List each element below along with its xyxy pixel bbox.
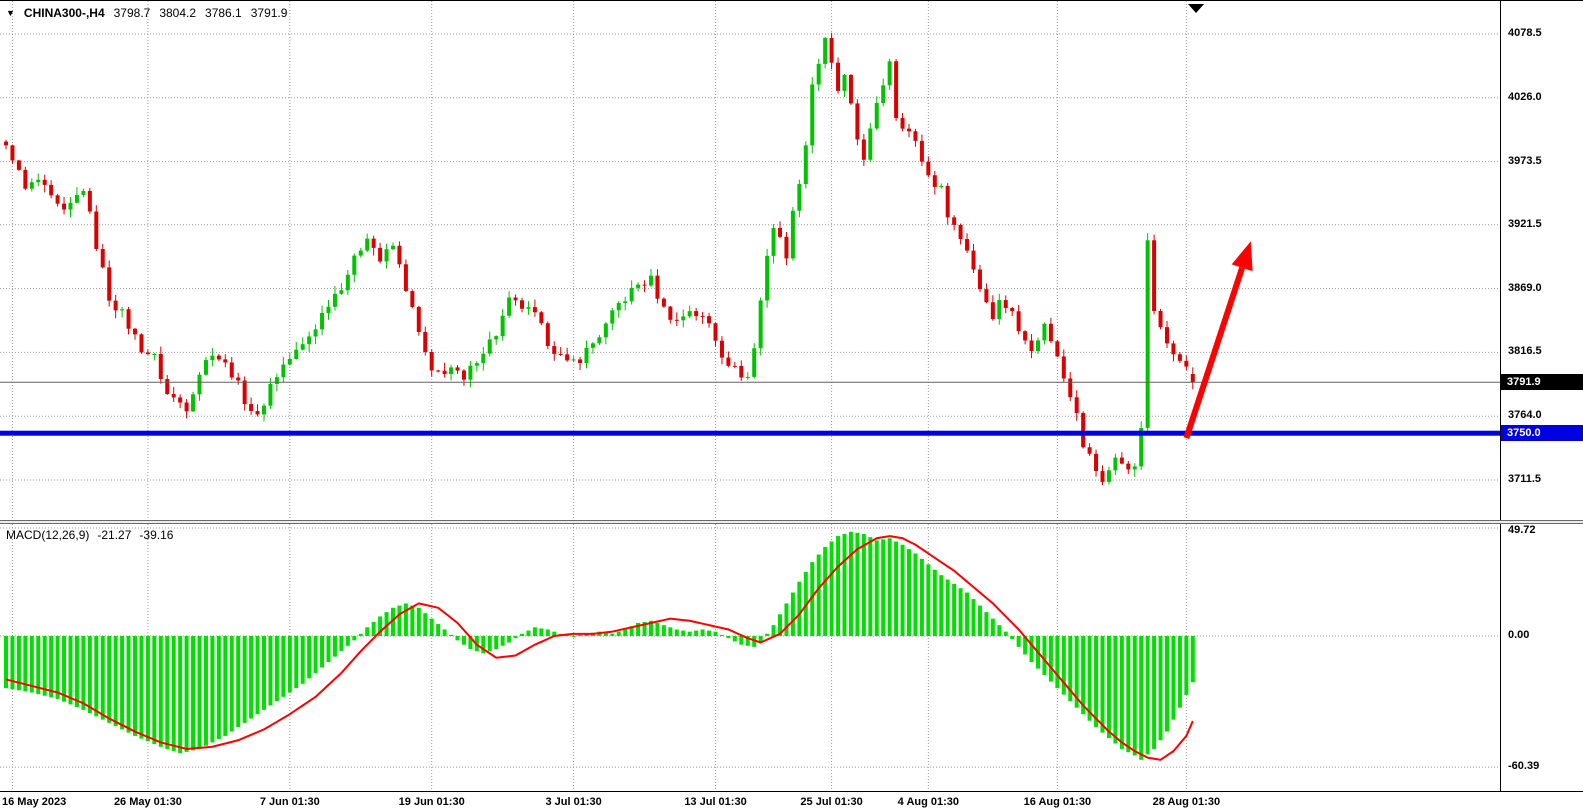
axis-separator-line [1500, 1, 1501, 791]
macd-signal-value: -39.16 [139, 528, 174, 542]
time-axis-label: 25 Jul 01:30 [800, 796, 863, 808]
macd-main-value: -21.27 [97, 528, 132, 542]
price-axis-label: 3973.5 [1508, 154, 1542, 167]
time-axis-label: 4 Aug 01:30 [897, 796, 960, 808]
price-chart-panel: ▼ CHINA300-,H4 3798.7 3804.2 3786.1 3791… [0, 1, 1583, 520]
macd-name: MACD(12,26,9) [6, 528, 90, 542]
price-axis-label: 3764.0 [1508, 409, 1542, 422]
ohlc-high: 3804.2 [159, 6, 197, 20]
price-axis-label: 4078.5 [1508, 27, 1542, 39]
macd-axis[interactable]: 49.72 0.00 -60.39 [1501, 524, 1583, 790]
macd-axis-label: 0.00 [1508, 629, 1530, 641]
current-price-tag: 3791.9 [1501, 374, 1583, 391]
symbol-marker-icon: ▼ [6, 8, 15, 18]
price-axis-label: 3711.5 [1508, 473, 1542, 485]
macd-panel: MACD(12,26,9) -21.27 -39.16 49.72 0.00 -60… [0, 524, 1583, 790]
macd-axis-label: 49.72 [1508, 524, 1536, 536]
time-axis-label: 7 Jun 01:30 [259, 796, 320, 808]
ohlc-close: 3791.9 [250, 6, 288, 20]
time-axis-label: 19 Jun 01:30 [398, 796, 465, 808]
price-axis[interactable]: 4078.5 4026.0 3973.5 3921.5 3869.0 3816.5 3764… [1501, 1, 1583, 520]
time-axis-label: 13 Jul 01:30 [684, 796, 747, 808]
symbol-info: ▼ CHINA300-,H4 3798.7 3804.2 3786.1 3791… [6, 6, 287, 20]
candlestick-plot[interactable] [0, 1, 1583, 520]
macd-plot[interactable] [0, 524, 1583, 790]
ohlc-open: 3798.7 [113, 6, 151, 20]
price-axis-label: 3921.5 [1508, 217, 1542, 230]
panel-divider[interactable] [0, 520, 1583, 524]
price-axis-label: 3816.5 [1508, 345, 1542, 358]
price-axis-label: 4026.0 [1508, 90, 1542, 103]
macd-indicator-label: MACD(12,26,9) -21.27 -39.16 [6, 528, 173, 542]
time-axis-label: 26 May 01:30 [113, 796, 182, 808]
time-axis-label: 16 May 2023 [2, 796, 67, 808]
price-axis-label: 3869.0 [1508, 281, 1542, 294]
support-price-tag: 3750.0 [1501, 425, 1583, 442]
macd-axis-label: -60.39 [1508, 760, 1540, 773]
time-axis[interactable]: 16 May 2023 26 May 01:30 7 Jun 01:30 19 Jun… [0, 791, 1583, 811]
time-axis-label: 3 Jul 01:30 [545, 796, 602, 808]
symbol-name: CHINA300-,H4 [23, 6, 105, 20]
ohlc-low: 3786.1 [205, 6, 242, 20]
time-axis-label: 16 Aug 01:30 [1023, 796, 1092, 808]
time-axis-label: 28 Aug 01:30 [1152, 796, 1221, 808]
